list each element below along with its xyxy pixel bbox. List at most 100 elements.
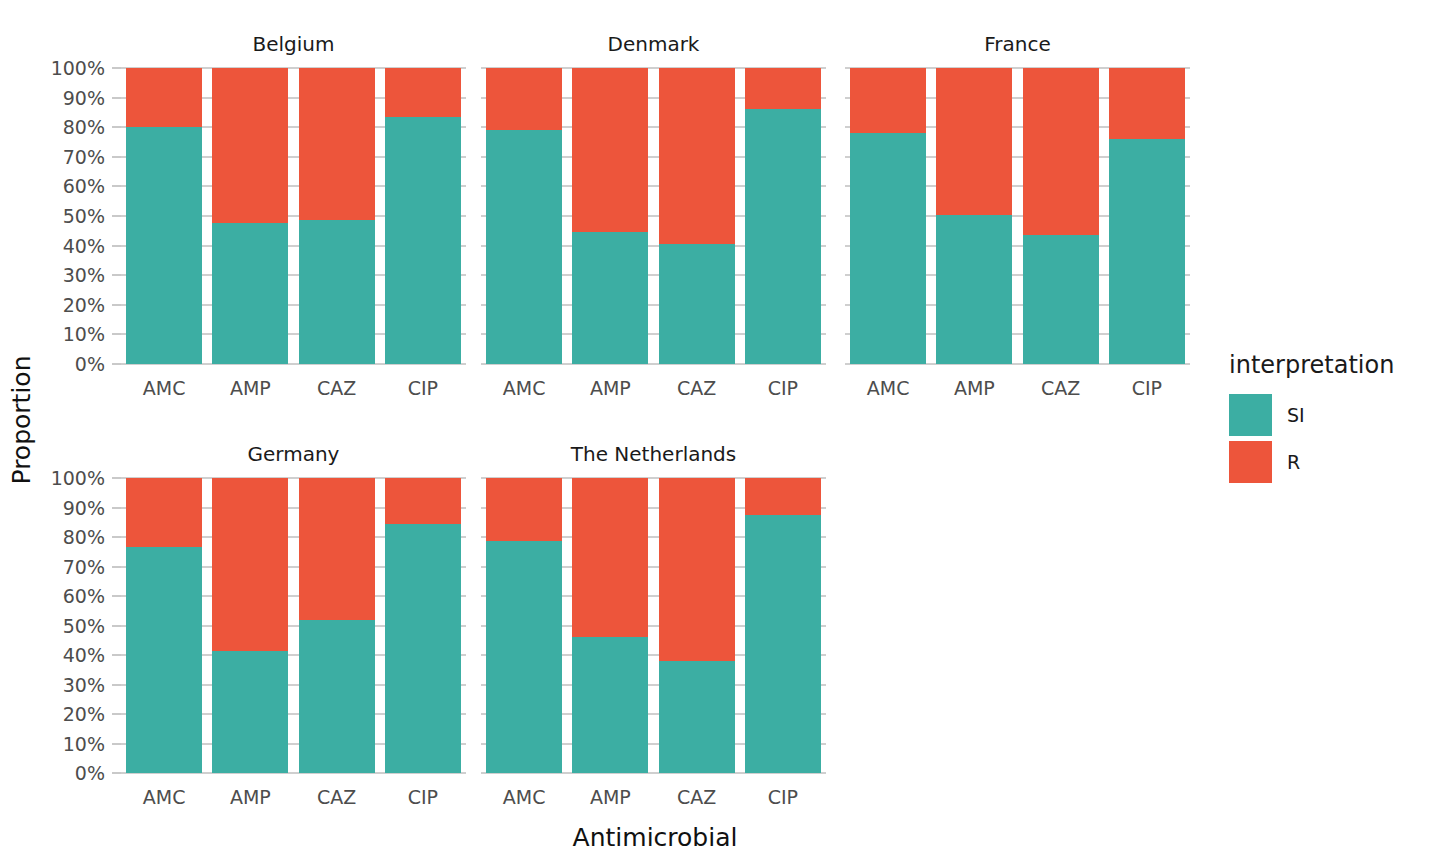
x-tick-label: AMP [567, 785, 653, 809]
y-tick-label: 70% [31, 554, 105, 580]
y-tick-label: 40% [31, 642, 105, 668]
x-tick-label: AMC [121, 376, 207, 400]
x-tick-label: CAZ [294, 376, 380, 400]
x-tick-label: AMP [931, 376, 1017, 400]
facet-title: Denmark [481, 30, 826, 58]
x-tick-label: CIP [380, 785, 466, 809]
panel-denmark: DenmarkAMCAMPCAZCIP [481, 68, 826, 364]
legend-entry-r: R [1229, 441, 1394, 483]
stacked-bar-caz [299, 478, 375, 773]
legend-label: SI [1287, 404, 1305, 426]
bar-segment-r [126, 68, 202, 127]
y-axis-tick [112, 595, 121, 597]
y-axis-tick [112, 67, 121, 69]
y-tick-label: 0% [31, 760, 105, 786]
panel-the-netherlands: The NetherlandsAMCAMPCAZCIP [481, 478, 826, 773]
facet-title: The Netherlands [481, 440, 826, 468]
bar-segment-r [659, 478, 735, 661]
y-axis-tick [112, 363, 121, 365]
facet-title: Germany [121, 440, 466, 468]
y-axis-tick [112, 684, 121, 686]
y-axis-tick [112, 654, 121, 656]
stacked-bar-amp [212, 68, 288, 364]
y-tick-label: 20% [31, 292, 105, 318]
y-tick-label: 50% [31, 613, 105, 639]
bar-segment-si [486, 541, 562, 773]
stacked-bar-amp [572, 478, 648, 773]
bar-segment-r [385, 478, 461, 524]
bar-segment-r [299, 478, 375, 620]
stacked-bar-amc [126, 478, 202, 773]
x-tick-label: CIP [740, 376, 826, 400]
x-tick-label: CAZ [654, 785, 740, 809]
legend: interpretation SIR [1229, 351, 1394, 488]
legend-swatch-r [1229, 441, 1272, 483]
bar-segment-si [936, 215, 1012, 364]
bar-segment-si [745, 109, 821, 364]
bar-segment-r [385, 68, 461, 117]
bar-segment-r [299, 68, 375, 220]
stacked-bar-amp [936, 68, 1012, 364]
x-tick-label: CAZ [294, 785, 380, 809]
y-tick-label: 80% [31, 114, 105, 140]
stacked-bar-caz [659, 478, 735, 773]
bar-segment-si [850, 133, 926, 364]
bar-segment-r [486, 478, 562, 541]
bar-segment-r [572, 478, 648, 637]
stacked-bar-amc [486, 68, 562, 364]
bar-segment-r [572, 68, 648, 232]
stacked-bar-amp [212, 478, 288, 773]
bar-segment-r [212, 478, 288, 651]
y-axis-tick [112, 126, 121, 128]
bar-segment-si [659, 661, 735, 773]
stacked-bar-cip [745, 478, 821, 773]
panel-germany: Germany100%90%80%70%60%50%40%30%20%10%0%… [121, 478, 466, 773]
y-axis-tick [112, 713, 121, 715]
bar-segment-r [850, 68, 926, 133]
bar-segment-r [745, 478, 821, 515]
y-axis-tick [112, 743, 121, 745]
x-tick-label: AMP [567, 376, 653, 400]
y-tick-label: 90% [31, 495, 105, 521]
bar-segment-si [126, 127, 202, 364]
stacked-bar-cip [385, 68, 461, 364]
x-axis-title: Antimicrobial [455, 822, 855, 854]
y-tick-label: 100% [31, 465, 105, 491]
y-axis-tick [112, 156, 121, 158]
panel-belgium: Belgium100%90%80%70%60%50%40%30%20%10%0%… [121, 68, 466, 364]
y-tick-label: 10% [31, 731, 105, 757]
bar-segment-si [486, 130, 562, 364]
stacked-bar-cip [1109, 68, 1185, 364]
y-axis-tick [112, 97, 121, 99]
bar-segment-r [486, 68, 562, 130]
facet-title: France [845, 30, 1190, 58]
bar-segment-r [745, 68, 821, 109]
bar-segment-si [299, 620, 375, 773]
y-axis-tick [112, 304, 121, 306]
y-axis-tick [112, 625, 121, 627]
x-tick-label: CAZ [654, 376, 740, 400]
x-tick-label: AMC [481, 376, 567, 400]
y-axis-tick [112, 333, 121, 335]
y-axis-tick [112, 274, 121, 276]
y-axis-tick [112, 772, 121, 774]
x-tick-label: AMC [481, 785, 567, 809]
x-tick-label: AMP [207, 376, 293, 400]
y-axis-tick [112, 477, 121, 479]
legend-entry-si: SI [1229, 394, 1394, 436]
bar-segment-si [572, 232, 648, 364]
legend-swatch-si [1229, 394, 1272, 436]
y-tick-label: 70% [31, 144, 105, 170]
panel-france: FranceAMCAMPCAZCIP [845, 68, 1190, 364]
y-tick-label: 10% [31, 321, 105, 347]
stacked-bar-amp [572, 68, 648, 364]
stacked-bar-amc [126, 68, 202, 364]
stacked-bar-cip [745, 68, 821, 364]
y-tick-label: 40% [31, 233, 105, 259]
bar-segment-r [936, 68, 1012, 215]
legend-label: R [1287, 451, 1300, 473]
y-tick-label: 20% [31, 701, 105, 727]
y-axis-tick [112, 185, 121, 187]
x-tick-label: CIP [1104, 376, 1190, 400]
stacked-bar-caz [659, 68, 735, 364]
